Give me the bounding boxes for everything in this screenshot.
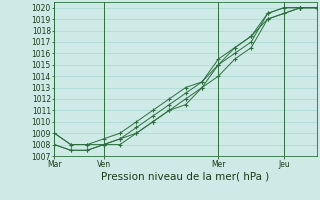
X-axis label: Pression niveau de la mer( hPa ): Pression niveau de la mer( hPa ) — [101, 172, 270, 182]
